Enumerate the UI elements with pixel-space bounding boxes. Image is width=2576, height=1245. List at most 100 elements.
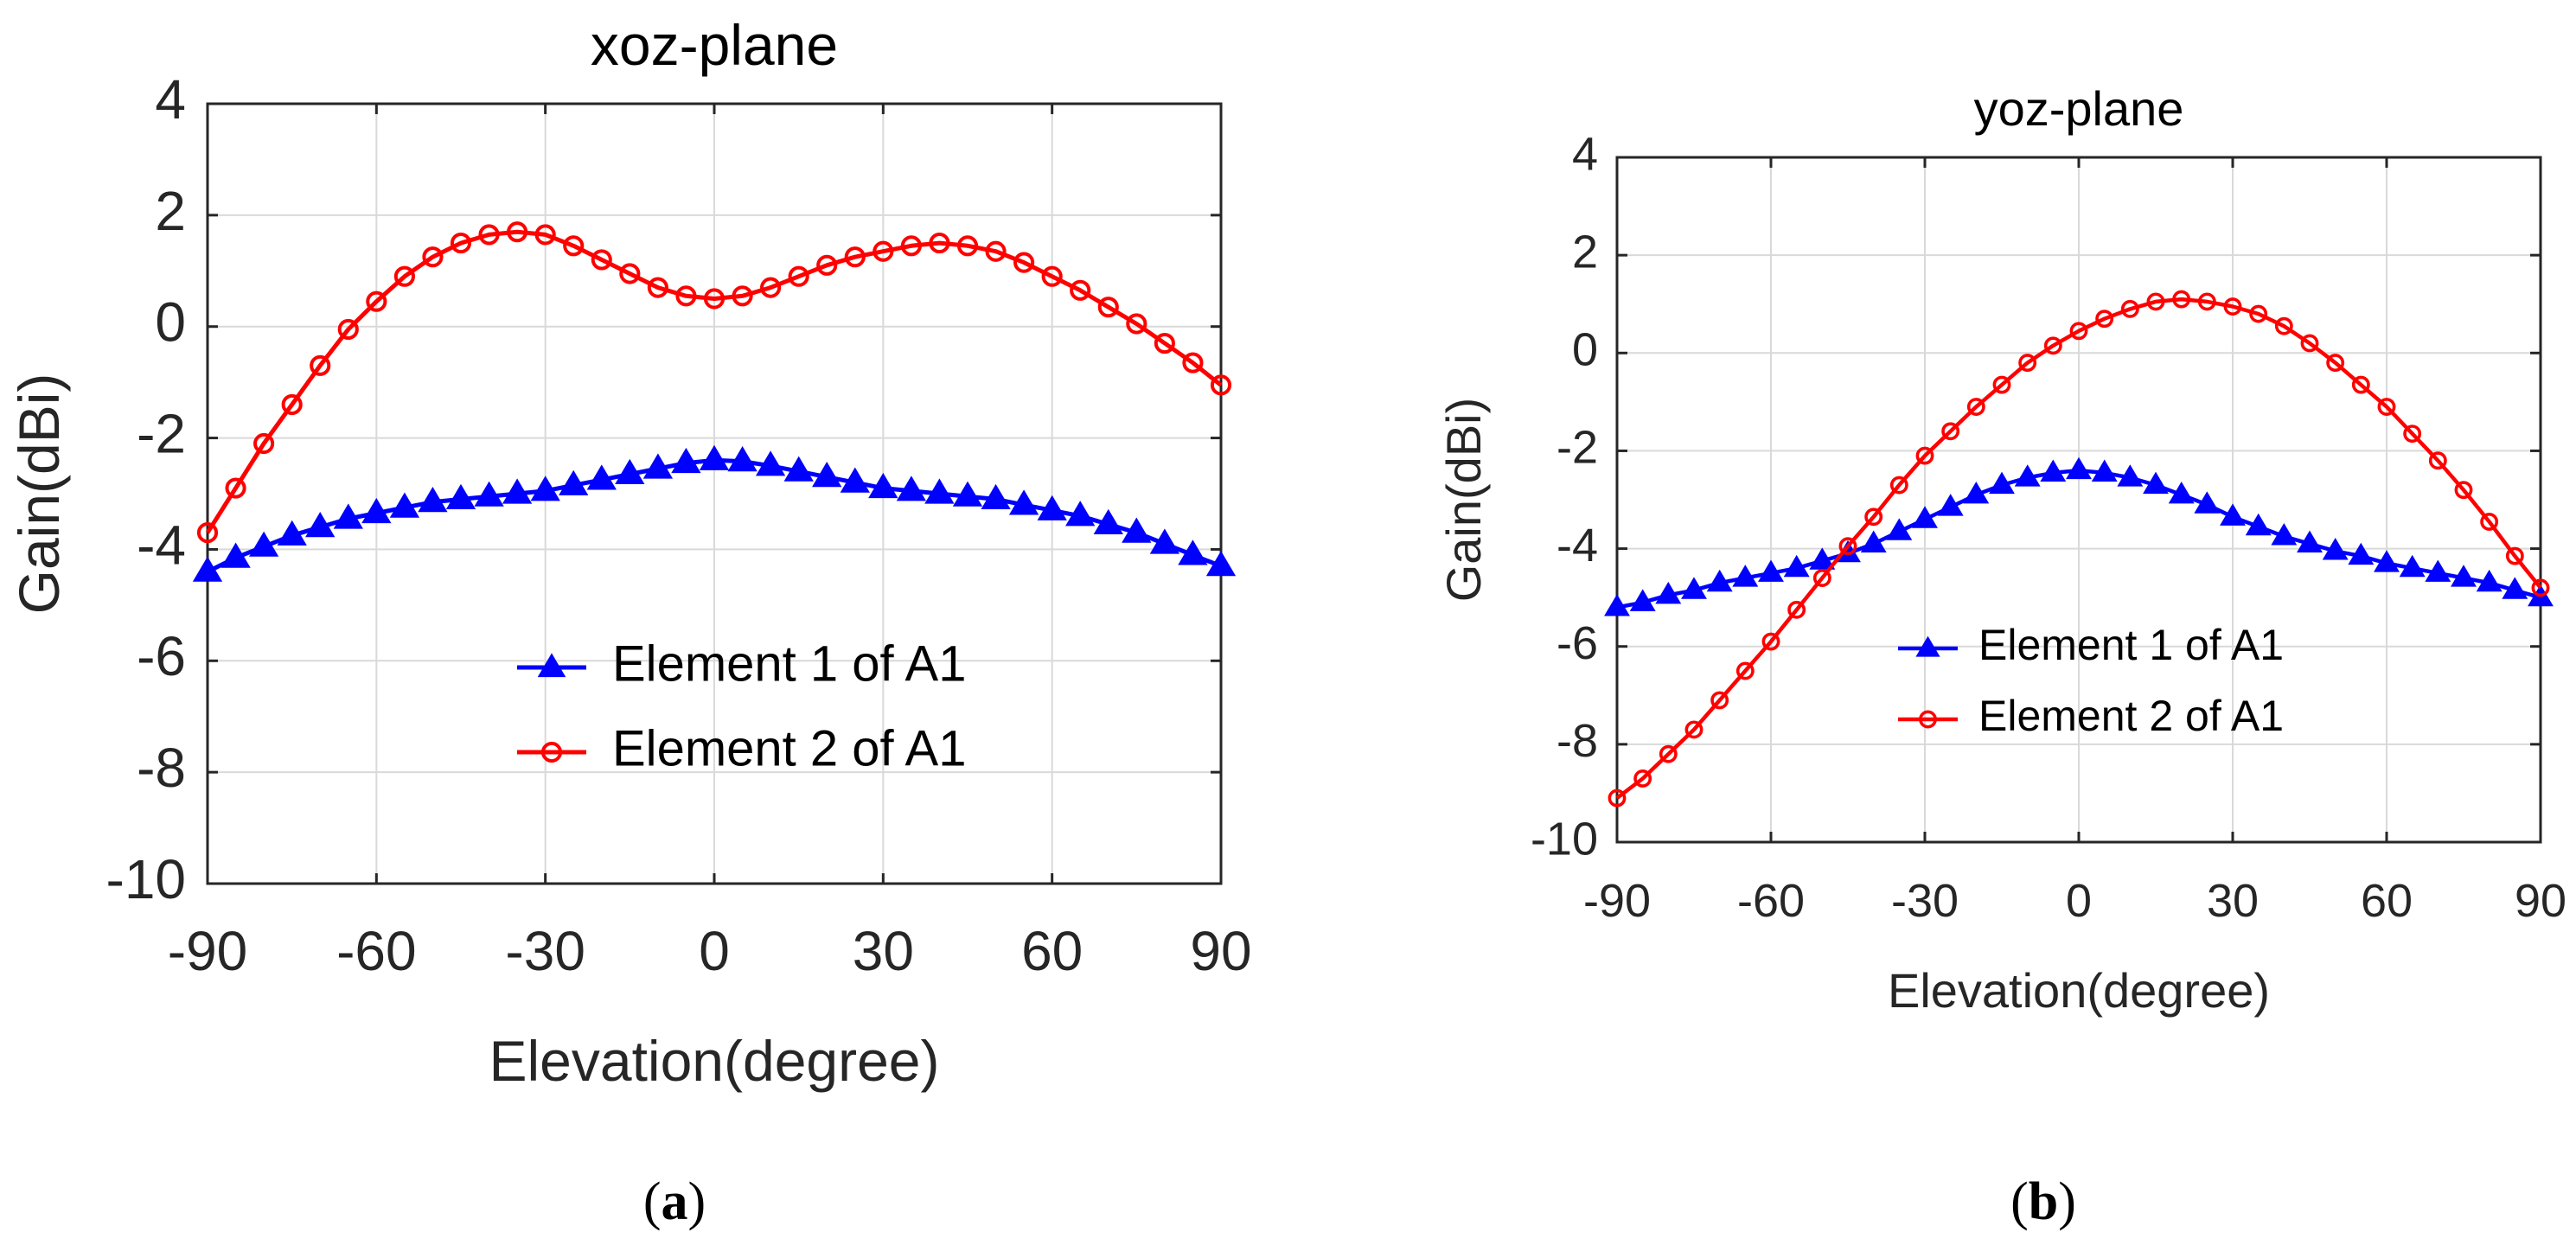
y-tick-label: -2 (1556, 422, 1598, 474)
data-point-circle (2069, 322, 2088, 341)
data-point-circle (816, 254, 838, 276)
y-axis-ticks: -10 -8 -6 -4 -2 0 2 4 (106, 68, 1221, 910)
data-point-triangle (2476, 569, 2502, 592)
y-tick-label: -10 (1531, 813, 1598, 865)
data-point-triangle (1655, 581, 1682, 604)
chart-title: yoz-plane (1974, 81, 2184, 136)
data-point-circle (2120, 299, 2139, 318)
data-point-triangle (2040, 459, 2067, 482)
legend: Element 1 of A1 Element 2 of A1 (517, 635, 966, 776)
y-tick-label: -4 (1556, 520, 1598, 571)
data-point-circle (1097, 297, 1119, 318)
data-point-circle (2018, 354, 2037, 373)
data-point-circle (1838, 537, 1857, 556)
chart-xoz-plane: -90 -60 -30 0 30 60 90 -10 -8 -6 -4 -2 0 2 4 xoz-plan… (7, 13, 1252, 1231)
data-point-triangle (1604, 594, 1630, 616)
legend-label-element-2: Element 2 of A1 (1978, 692, 2284, 740)
data-point-triangle (2322, 538, 2349, 560)
data-point-triangle (2091, 459, 2118, 482)
data-point-circle (900, 235, 922, 257)
data-point-triangle (755, 450, 786, 476)
chart-yoz-plane: -90 -60 -30 0 30 60 90 -10 -8 -6 -4 -2 0 2 4 yoz-plan… (1436, 81, 2566, 1231)
x-tick-label: -60 (336, 920, 417, 982)
series-group (192, 221, 1237, 582)
data-point-triangle (1937, 494, 1964, 516)
data-point-circle (366, 290, 387, 312)
data-point-triangle (896, 476, 927, 501)
data-point-circle (1182, 352, 1204, 374)
y-tick-label: -8 (137, 737, 186, 799)
data-point-triangle (389, 492, 420, 518)
data-point-triangle (1681, 577, 1707, 599)
data-point-triangle (586, 464, 617, 490)
data-point-circle (1915, 446, 1934, 465)
data-point-triangle (1037, 495, 1067, 520)
data-point-circle (647, 277, 668, 298)
y-tick-label: -6 (1556, 617, 1598, 669)
data-point-circle (1070, 279, 1091, 301)
data-point-circle (337, 318, 359, 341)
data-point-triangle (868, 472, 898, 499)
data-point-circle (2274, 316, 2293, 335)
data-point-triangle (1178, 540, 1208, 565)
data-point-circle (478, 224, 500, 246)
data-point-circle (675, 285, 697, 307)
y-tick-label: -10 (106, 848, 187, 910)
data-point-circle (956, 235, 979, 257)
x-tick-label: 0 (699, 920, 730, 982)
data-point-circle (2428, 451, 2447, 470)
data-point-circle (1659, 744, 1678, 763)
y-tick-label: 2 (1572, 226, 1598, 278)
x-tick-label: -30 (505, 920, 585, 982)
data-point-triangle (2451, 565, 2477, 587)
data-point-triangle (2014, 464, 2041, 487)
data-point-circle (1210, 374, 1232, 396)
data-point-circle (619, 263, 641, 284)
y-tick-label: 2 (155, 180, 186, 242)
data-point-triangle (952, 481, 983, 507)
data-point-triangle (2348, 542, 2375, 565)
data-point-triangle (2143, 471, 2169, 495)
series-line-2 (1615, 297, 2542, 800)
data-point-circle (732, 285, 753, 307)
data-point-circle (422, 246, 444, 268)
legend-marker-circle-icon (540, 741, 563, 763)
data-point-circle (1787, 600, 1806, 619)
data-point-triangle (445, 483, 476, 509)
data-point-triangle (727, 446, 757, 472)
data-point-circle (1041, 265, 1063, 287)
data-point-circle (1710, 691, 1729, 710)
data-point-triangle (2220, 503, 2246, 526)
x-axis-ticks: -90 -60 -30 0 30 60 90 (168, 104, 1252, 982)
data-point-triangle (671, 447, 701, 474)
data-point-triangle (2374, 550, 2400, 572)
data-point-triangle (1758, 559, 1784, 582)
data-point-circle (873, 240, 894, 262)
x-tick-label: -90 (1583, 875, 1651, 927)
data-point-circle (225, 477, 246, 499)
data-point-circle (591, 249, 612, 271)
data-point-circle (2223, 297, 2242, 316)
data-point-triangle (1065, 501, 1096, 527)
data-point-triangle (699, 444, 730, 470)
legend-label-element-1: Element 1 of A1 (1978, 621, 2284, 669)
data-point-circle (929, 232, 950, 254)
data-point-triangle (277, 520, 307, 546)
data-point-triangle (221, 542, 251, 568)
data-point-triangle (1093, 508, 1123, 534)
x-axis-label: Elevation(degree) (1888, 963, 2270, 1018)
data-point-triangle (474, 481, 504, 507)
data-point-triangle (2194, 491, 2221, 514)
data-point-circle (2146, 292, 2165, 311)
data-point-circle (1992, 375, 2011, 394)
data-point-triangle (2502, 577, 2528, 599)
data-point-circle (1735, 661, 1755, 680)
data-point-triangle (361, 497, 392, 524)
y-tick-label: -8 (1556, 715, 1598, 767)
y-axis-label: Gain(dBi) (7, 374, 71, 615)
legend-label-element-2: Element 2 of A1 (612, 720, 966, 776)
y-tick-label: -2 (137, 402, 186, 464)
legend-marker-circle-icon (1919, 710, 1937, 729)
data-point-circle (1864, 508, 1883, 527)
data-point-circle (450, 232, 472, 254)
